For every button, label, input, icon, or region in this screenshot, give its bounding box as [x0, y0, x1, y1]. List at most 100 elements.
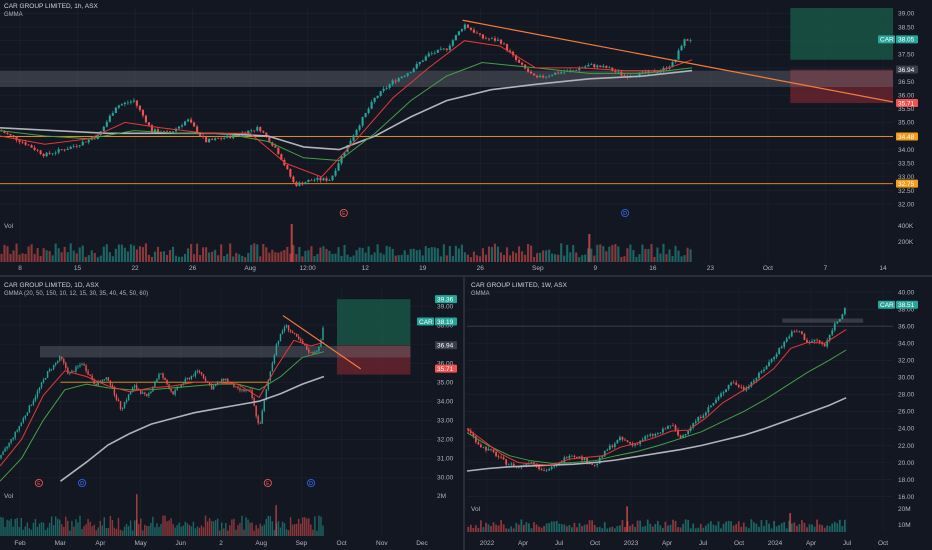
candle[interactable] — [672, 425, 674, 427]
candle[interactable] — [823, 344, 826, 347]
candle[interactable] — [836, 321, 839, 324]
candle[interactable] — [10, 439, 12, 443]
candle[interactable] — [370, 101, 373, 109]
candle[interactable] — [253, 130, 256, 132]
candle[interactable] — [28, 405, 31, 413]
candle[interactable] — [168, 131, 172, 134]
candle[interactable] — [507, 464, 510, 466]
candle[interactable] — [623, 75, 626, 77]
candle[interactable] — [490, 38, 494, 40]
candle[interactable] — [71, 371, 73, 374]
candle[interactable] — [575, 70, 578, 71]
candle[interactable] — [165, 131, 169, 132]
candle[interactable] — [472, 433, 475, 437]
candle[interactable] — [176, 387, 178, 390]
candle[interactable] — [153, 129, 157, 132]
candle[interactable] — [702, 415, 705, 418]
candle[interactable] — [843, 308, 846, 315]
candle[interactable] — [662, 428, 664, 433]
candle[interactable] — [828, 334, 831, 341]
candle[interactable] — [132, 100, 135, 102]
candle[interactable] — [65, 362, 67, 369]
candle[interactable] — [788, 336, 791, 339]
candle[interactable] — [306, 345, 308, 350]
candle[interactable] — [521, 62, 524, 65]
candle[interactable] — [192, 375, 195, 377]
candle[interactable] — [114, 107, 117, 114]
candle[interactable] — [156, 378, 158, 383]
candle[interactable] — [614, 70, 617, 72]
candle[interactable] — [367, 108, 370, 113]
candle[interactable] — [166, 379, 168, 385]
candle[interactable] — [164, 377, 166, 380]
candle[interactable] — [133, 385, 136, 388]
candle[interactable] — [36, 391, 39, 397]
candle[interactable] — [277, 147, 280, 155]
candle[interactable] — [93, 380, 95, 384]
candle[interactable] — [636, 444, 639, 445]
candle[interactable] — [24, 142, 27, 145]
candle[interactable] — [683, 39, 686, 46]
candle[interactable] — [641, 71, 644, 73]
candle[interactable] — [123, 102, 126, 105]
candle[interactable] — [780, 346, 783, 349]
event-marker[interactable] — [78, 478, 87, 488]
candle[interactable] — [603, 450, 606, 457]
candle[interactable] — [193, 122, 196, 127]
candle[interactable] — [243, 389, 245, 392]
candle[interactable] — [274, 145, 277, 148]
candle[interactable] — [12, 437, 14, 440]
candle[interactable] — [752, 380, 755, 383]
candle[interactable] — [63, 358, 65, 363]
candle[interactable] — [505, 44, 509, 51]
candle[interactable] — [403, 75, 406, 77]
candle[interactable] — [135, 385, 138, 389]
candle[interactable] — [818, 340, 821, 343]
candle[interactable] — [214, 138, 217, 140]
candle[interactable] — [578, 456, 581, 459]
candle[interactable] — [502, 457, 505, 460]
candle[interactable] — [451, 40, 454, 46]
candle[interactable] — [146, 393, 148, 396]
candle[interactable] — [760, 371, 763, 373]
candle[interactable] — [560, 72, 563, 74]
candle[interactable] — [103, 379, 105, 381]
candle[interactable] — [18, 426, 20, 431]
candle[interactable] — [545, 76, 548, 78]
candle[interactable] — [259, 423, 261, 424]
candle[interactable] — [682, 435, 684, 438]
candle[interactable] — [101, 380, 103, 383]
candle[interactable] — [545, 470, 548, 472]
candle[interactable] — [826, 340, 829, 347]
candle[interactable] — [142, 392, 144, 394]
candle[interactable] — [105, 121, 108, 127]
candle[interactable] — [310, 352, 312, 354]
candle[interactable] — [69, 373, 71, 374]
candle[interactable] — [0, 455, 2, 459]
candle[interactable] — [717, 396, 720, 400]
candle[interactable] — [108, 115, 111, 122]
candle[interactable] — [148, 393, 150, 396]
candle[interactable] — [26, 412, 29, 416]
candle[interactable] — [482, 446, 485, 448]
candle[interactable] — [611, 445, 614, 447]
candle[interactable] — [593, 464, 596, 466]
candle[interactable] — [34, 396, 37, 401]
candle[interactable] — [355, 129, 358, 136]
candle[interactable] — [184, 379, 186, 384]
candle[interactable] — [543, 470, 545, 471]
candle[interactable] — [747, 386, 750, 389]
candle[interactable] — [514, 55, 518, 60]
candle[interactable] — [793, 331, 796, 333]
candle[interactable] — [358, 125, 361, 130]
candle[interactable] — [89, 374, 91, 376]
candle[interactable] — [120, 104, 123, 106]
event-marker[interactable] — [263, 478, 272, 488]
candle[interactable] — [46, 371, 49, 378]
candle[interactable] — [704, 412, 707, 416]
candle[interactable] — [261, 410, 263, 424]
candle[interactable] — [602, 65, 605, 68]
candle[interactable] — [281, 330, 284, 334]
candle[interactable] — [460, 29, 463, 32]
candle[interactable] — [373, 97, 376, 102]
